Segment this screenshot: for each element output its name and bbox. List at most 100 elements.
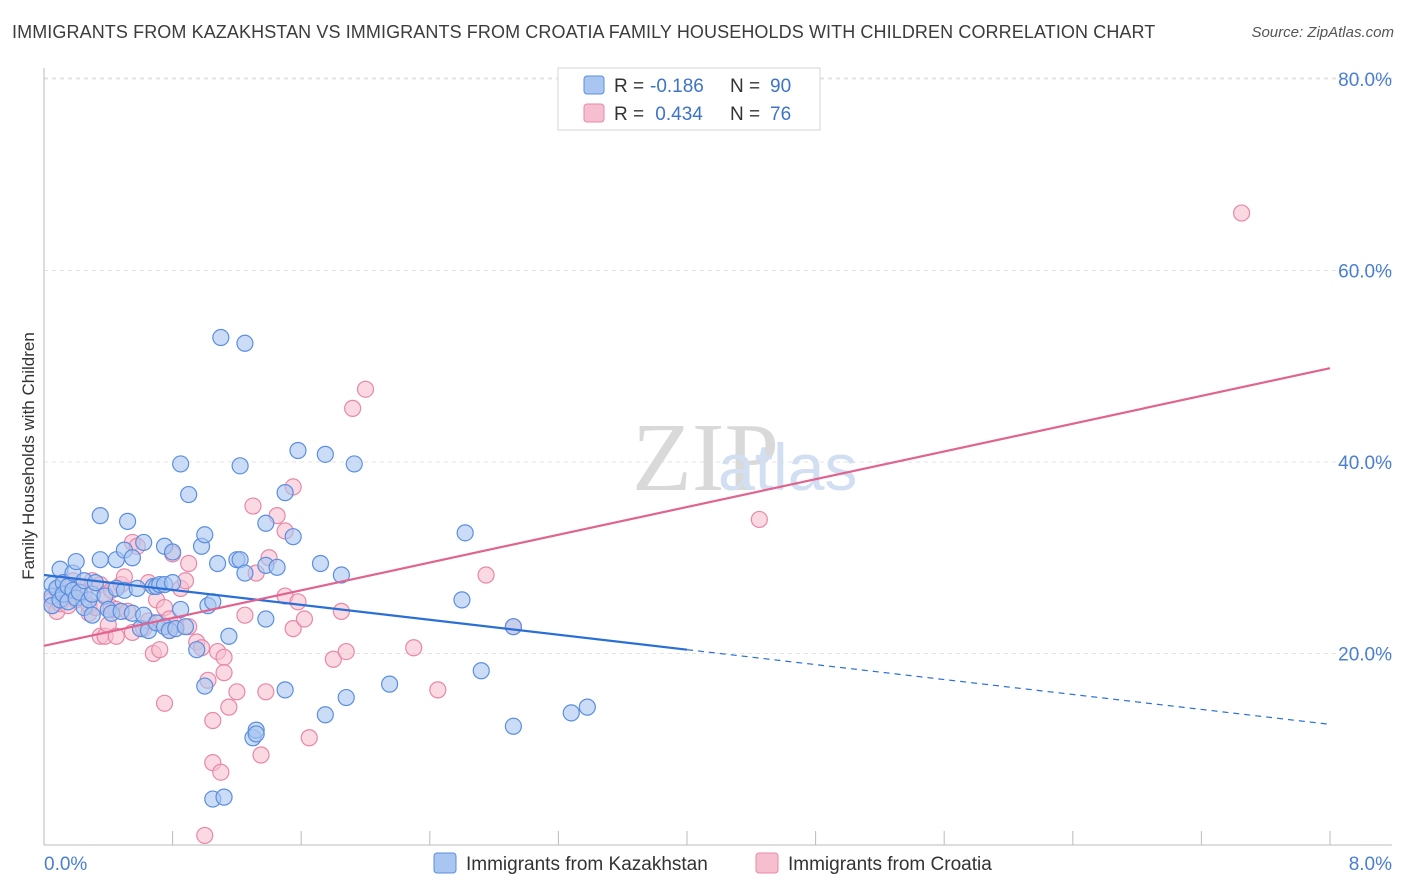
kazakhstan-point [188,641,206,659]
series-legend-swatch-croatia [755,852,779,874]
kazakhstan-point [337,688,355,707]
legend-r-value-croatia: 0.434 [650,104,703,125]
kazakhstan-point [118,512,137,530]
kazakhstan-points [43,328,596,808]
kazakhstan-point [91,551,109,569]
kazakhstan-point [172,455,190,473]
croatia-point [324,650,342,668]
kazakhstan-point [472,662,490,680]
kazakhstan-point [236,564,254,582]
watermark-atlas: atlas [718,430,857,504]
kazakhstan-point [67,552,85,571]
y-axis-label: Family Households with Children [19,332,38,580]
kazakhstan-point [83,606,101,624]
croatia-trend-line [43,367,1331,647]
legend-swatch-croatia [583,103,605,123]
croatia-point [252,746,270,764]
kazakhstan-point [236,334,254,352]
croatia-point [284,620,302,638]
legend-r-label-croatia: R = [614,104,644,125]
kazakhstan-point [128,579,146,597]
croatia-point [204,711,222,730]
legend-n-label-croatia: N = [730,104,760,125]
kazakhstan-point [220,627,238,645]
kazakhstan-point [247,725,265,743]
croatia-point [180,554,198,573]
legend-n-value-kazakhstan: 90 [770,76,791,97]
y-tick-label: 40.0% [1338,453,1392,474]
kazakhstan-point [196,526,214,544]
croatia-points [43,204,1251,845]
croatia-point [236,606,254,624]
kazakhstan-point [91,507,109,525]
chart-title: IMMIGRANTS FROM KAZAKHSTAN VS IMMIGRANTS… [12,22,1156,42]
legend-swatch-kazakhstan [583,75,605,95]
croatia-point [337,642,355,661]
source-label: Source: ZipAtlas.com [1251,24,1394,41]
y-tick-labels: 20.0% 40.0% 60.0% 80.0% [1338,70,1392,666]
kazakhstan-trend-line [43,573,688,651]
croatia-point [155,694,174,712]
legend-r-label-kazakhstan: R = [614,76,644,97]
kazakhstan-point [180,485,198,504]
kazakhstan-point [215,788,233,806]
croatia-point [257,683,275,701]
kazakhstan-point [268,558,286,576]
kazakhstan-point [276,484,294,502]
kazakhstan-point [135,533,153,552]
kazakhstan-point [311,554,330,573]
kazakhstan-point [456,524,474,542]
croatia-point [332,602,350,620]
series-legend-swatch-kazakhstan [433,852,457,874]
croatia-point [151,641,169,659]
y-tick-label: 60.0% [1338,262,1392,283]
legend-n-label-kazakhstan: N = [730,76,760,97]
series-legend: Immigrants from Kazakhstan Immigrants fr… [433,852,992,875]
kazakhstan-point [257,514,275,532]
croatia-point [212,763,230,781]
kazakhstan-point [578,698,596,716]
legend-r-value-kazakhstan: -0.186 [650,76,704,97]
croatia-point [220,698,238,716]
y-tick-label: 20.0% [1338,645,1392,666]
kazakhstan-point [316,445,334,463]
series-legend-label-kazakhstan: Immigrants from Kazakhstan [466,854,708,875]
series-legend-label-croatia: Immigrants from Croatia [788,854,992,875]
croatia-point [107,627,125,645]
kazakhstan-point [289,441,307,460]
kazakhstan-point [276,681,294,699]
croatia-point [356,380,375,398]
kazakhstan-point [562,704,580,722]
croatia-point [215,664,233,682]
x-tick-label-max: 8.0% [1349,854,1392,875]
kazakhstan-point [176,618,195,636]
croatia-point [228,683,246,701]
kazakhstan-point [209,554,227,573]
kazakhstan-point [231,457,249,475]
kazakhstan-point [212,328,230,347]
croatia-point [215,648,233,666]
kazakhstan-point [123,549,142,567]
watermark-zip: ZIP [632,404,779,512]
kazakhstan-point [164,543,182,561]
x-tick-label-min: 0.0% [44,854,87,875]
kazakhstan-point [504,618,522,636]
stats-legend: R = -0.186 N = 90 R = 0.434 N = 76 [557,67,821,131]
kazakhstan-point [381,675,399,693]
croatia-point [750,510,768,529]
kazakhstan-point [196,677,214,695]
legend-n-value-croatia: 76 [770,104,791,125]
croatia-point [196,826,214,845]
kazakhstan-point [332,566,350,584]
croatia-point [405,639,423,657]
croatia-point [477,566,495,584]
kazakhstan-point [257,610,275,628]
croatia-point [300,729,318,747]
y-tick-label: 80.0% [1338,70,1392,91]
kazakhstan-point [453,591,471,609]
croatia-point [429,681,447,699]
kazakhstan-point [284,528,302,546]
croatia-point [1232,204,1251,222]
croatia-point [289,593,307,611]
